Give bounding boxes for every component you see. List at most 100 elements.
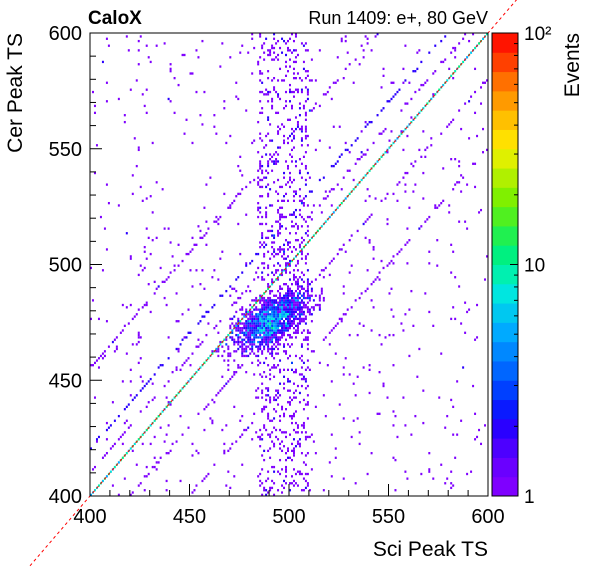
heatmap-cell — [292, 382, 295, 385]
heatmap-cell — [440, 132, 443, 135]
heatmap-cell — [149, 195, 152, 198]
heatmap-cell — [454, 456, 457, 459]
heatmap-cell — [281, 301, 284, 304]
heatmap-cell — [265, 303, 268, 307]
heatmap-cell — [285, 465, 288, 469]
colorbar-segment — [492, 168, 518, 188]
heatmap-cell — [205, 220, 208, 223]
heatmap-cell — [304, 463, 307, 466]
heatmap-cell — [436, 239, 439, 242]
heatmap-cell — [448, 204, 451, 207]
heatmap-cell — [310, 211, 313, 214]
heatmap-cell — [287, 199, 289, 202]
heatmap-cell — [255, 299, 258, 302]
heatmap-cell — [255, 301, 258, 304]
heatmap-cell — [392, 315, 395, 318]
heatmap-cell — [296, 424, 299, 427]
heatmap-cell — [113, 350, 116, 353]
heatmap-cell — [308, 109, 311, 112]
heatmap-cell — [269, 301, 272, 304]
heatmap-cell — [292, 315, 295, 318]
heatmap-cell — [290, 283, 293, 286]
heatmap-cell — [380, 86, 383, 89]
heatmap-cell — [273, 320, 276, 323]
heatmap-cell — [289, 232, 291, 235]
heatmap-cell — [141, 442, 144, 446]
run-label: Run 1409: e+, 80 GeV — [308, 8, 488, 28]
heatmap-cell — [304, 303, 307, 307]
heatmap-cell — [484, 424, 487, 427]
heatmap-cell — [235, 81, 238, 84]
heatmap-cell — [239, 327, 242, 330]
heatmap-cell — [300, 199, 303, 202]
heatmap-cell — [277, 111, 280, 115]
heatmap-cell — [302, 361, 305, 365]
heatmap-cell — [259, 484, 262, 487]
heatmap-cell — [474, 90, 477, 94]
colorbar-segment — [492, 52, 518, 73]
heatmap-cell — [292, 454, 295, 457]
heatmap-cell — [105, 183, 108, 186]
heatmap-cell — [97, 317, 100, 321]
heatmap-cell — [314, 79, 317, 82]
heatmap-cell — [442, 199, 445, 202]
heatmap-cell — [404, 190, 407, 193]
heatmap-cell — [95, 359, 98, 362]
heatmap-cell — [428, 452, 431, 455]
heatmap-cell — [464, 331, 467, 334]
heatmap-cell — [257, 336, 260, 339]
heatmap-cell — [283, 176, 286, 179]
heatmap-cell — [285, 294, 288, 297]
heatmap-cell — [420, 83, 423, 87]
heatmap-cell — [239, 155, 242, 158]
heatmap-cell — [306, 331, 309, 334]
heatmap-cell — [304, 178, 307, 182]
heatmap-cell — [265, 479, 268, 483]
heatmap-cell — [207, 357, 210, 360]
heatmap-cell — [191, 236, 194, 240]
heatmap-cell — [199, 320, 202, 323]
heatmap-cell — [217, 354, 220, 358]
heatmap-cell — [298, 322, 301, 325]
heatmap-cell — [229, 56, 232, 59]
heatmap-cell — [294, 232, 297, 235]
heatmap-cell — [281, 213, 284, 216]
heatmap-cell — [438, 396, 441, 399]
heatmap-cell — [279, 248, 282, 251]
heatmap-cell — [257, 60, 260, 64]
heatmap-cell — [265, 310, 268, 314]
heatmap-cell — [470, 51, 473, 54]
heatmap-cell — [239, 322, 242, 325]
heatmap-cell — [302, 317, 305, 321]
heatmap-cell — [310, 280, 313, 284]
heatmap-cell — [296, 329, 299, 332]
heatmap-cell — [277, 396, 280, 399]
heatmap-cell — [468, 308, 471, 311]
heatmap-cell — [392, 262, 395, 265]
heatmap-cell — [155, 236, 158, 240]
heatmap-cell — [279, 472, 282, 476]
heatmap-cell — [448, 67, 451, 71]
heatmap-cell — [265, 301, 268, 304]
heatmap-cell — [265, 88, 268, 91]
heatmap-cell — [294, 303, 297, 307]
heatmap-cell — [265, 493, 268, 496]
heatmap-cell — [261, 438, 264, 441]
colorbar-segment — [492, 71, 518, 92]
heatmap-cell — [173, 396, 176, 399]
heatmap-cell — [259, 206, 262, 209]
heatmap-cell — [290, 482, 293, 485]
heatmap-cell — [281, 313, 284, 316]
heatmap-cell — [300, 236, 303, 240]
heatmap-cell — [436, 206, 439, 209]
heatmap-cell — [261, 336, 264, 339]
heatmap-cell — [392, 192, 395, 196]
heatmap-cell — [281, 310, 284, 314]
heatmap-cell — [289, 482, 291, 485]
heatmap-cell — [147, 56, 150, 59]
heatmap-cell — [205, 183, 208, 186]
heatmap-cell — [476, 303, 479, 307]
heatmap-cell — [300, 271, 303, 274]
heatmap-cell — [245, 329, 248, 332]
heatmap-cell — [346, 51, 349, 54]
